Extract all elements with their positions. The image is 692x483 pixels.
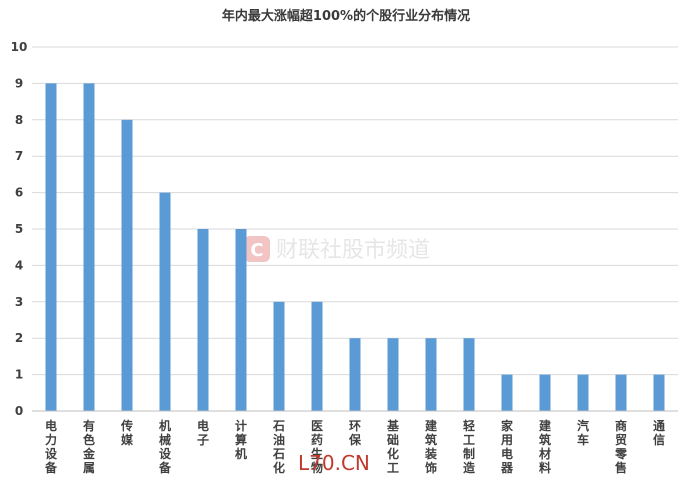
bar-16 [615, 374, 627, 411]
gridlines [32, 46, 678, 376]
x-category-label: 电子 [197, 418, 209, 447]
bar-3 [121, 119, 133, 412]
x-category-label: 环保 [348, 419, 362, 447]
y-tick-label: 5 [15, 222, 23, 236]
y-axis-tick-labels: 0 1 2 3 4 5 6 7 8 9 10 [11, 40, 28, 418]
x-category-label: 建筑材料 [538, 418, 552, 475]
x-category-label: 医药生物 [311, 419, 323, 475]
bar-6 [235, 229, 247, 411]
bar-1 [45, 83, 57, 412]
y-tick-label: 7 [15, 149, 23, 163]
bar-13 [501, 374, 513, 411]
y-tick-label: 6 [15, 186, 23, 200]
bar-15 [577, 374, 589, 411]
watermark-logo-icon [244, 236, 270, 262]
bar-11 [425, 338, 437, 411]
y-tick-label: 8 [15, 113, 23, 127]
chart-title: 年内最大涨幅超100%的个股行业分布情况 [222, 8, 470, 24]
bar-17 [653, 374, 665, 411]
y-tick-label: 3 [15, 295, 23, 309]
watermark: C 财联社股市频道 [244, 236, 430, 263]
x-category-label: 机械设备 [158, 418, 172, 475]
x-category-label: 计算机 [235, 418, 247, 461]
x-category-label: 轻工制造 [463, 418, 476, 475]
x-category-label: 传媒 [120, 418, 134, 447]
x-category-label: 家用电器 [500, 418, 514, 475]
x-category-label: 石油石化 [272, 419, 285, 475]
x-category-label: 基础化工 [386, 418, 400, 475]
bar-2 [83, 83, 95, 412]
bar-14 [539, 374, 551, 411]
x-category-label: 汽车 [577, 418, 589, 447]
y-tick-label: 10 [11, 40, 28, 54]
watermark-logo-letter: C [250, 240, 263, 261]
site-watermark: L70.CN [298, 451, 370, 475]
bar-8 [311, 301, 323, 411]
bar-4 [159, 192, 171, 411]
y-tick-label: 2 [15, 331, 23, 345]
bar-7 [273, 301, 285, 411]
bar-10 [387, 338, 399, 411]
x-category-label: 建筑装饰 [424, 418, 438, 475]
bars [45, 83, 665, 412]
y-tick-label: 0 [15, 404, 23, 418]
watermark-text: 财联社股市频道 [276, 238, 430, 263]
bar-5 [197, 229, 209, 411]
x-category-label: 通信 [653, 418, 665, 447]
bar-12 [463, 338, 475, 411]
y-tick-label: 4 [15, 258, 23, 272]
bar-9 [349, 338, 361, 411]
y-tick-label: 1 [15, 368, 23, 382]
x-category-label: 商贸零售 [614, 418, 628, 475]
y-tick-label: 9 [15, 76, 23, 90]
x-axis-category-labels: 电力设备 有色金属 传媒 机械设备 电子 计算机 石油石化 医药生物 环保 基础化工 建筑装饰 轻工制… [44, 418, 665, 475]
x-category-label: 电力设备 [44, 418, 58, 475]
x-category-label: 有色金属 [82, 418, 96, 475]
